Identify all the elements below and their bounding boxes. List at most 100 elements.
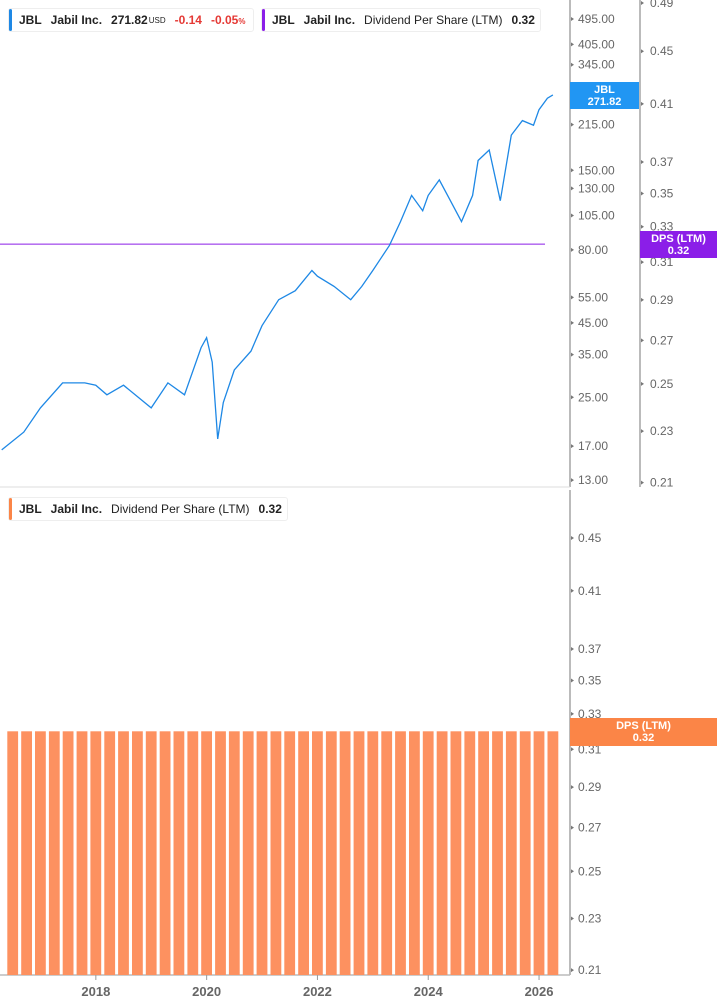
dps-bar xyxy=(215,731,226,975)
legend-name: Jabil Inc. xyxy=(303,13,356,27)
legend-pct-sign: % xyxy=(238,17,246,26)
price-tag-value: 271.82 xyxy=(587,95,622,108)
tick-mark xyxy=(571,17,574,21)
dps-tick-label: 0.45 xyxy=(650,44,674,58)
dps-tick-label: 0.23 xyxy=(650,424,674,438)
price-tick-label: 495.00 xyxy=(578,12,615,26)
legend-change: -0.14 xyxy=(174,13,202,27)
dps-tag-bottom: DPS (LTM) 0.32 xyxy=(570,718,717,746)
dps-bar xyxy=(90,731,102,975)
tick-mark xyxy=(571,42,574,47)
price-tick-label: 405.00 xyxy=(578,37,615,51)
dps-bar xyxy=(298,731,309,975)
bottom-tick-label: 0.29 xyxy=(578,780,602,794)
dps-tag-value: 0.32 xyxy=(667,244,690,257)
dps-tick-label: 0.37 xyxy=(650,155,674,169)
legend-metric: Dividend Per Share (LTM) xyxy=(111,502,250,516)
dps-bar xyxy=(145,731,157,975)
dps-bar xyxy=(159,731,171,975)
legend-change-pct-value: -0.05 xyxy=(210,13,239,27)
legend-name: Jabil Inc. xyxy=(50,13,103,27)
price-tick-label: 25.00 xyxy=(578,390,608,404)
x-tick-label: 2024 xyxy=(414,984,444,999)
price-tick-label: 35.00 xyxy=(578,348,608,362)
dps-tick-label: 0.49 xyxy=(650,0,674,10)
tick-mark xyxy=(641,297,644,302)
dps-tick-label: 0.29 xyxy=(650,293,674,307)
tick-mark xyxy=(571,320,574,325)
dps-bar xyxy=(464,731,476,975)
tick-mark xyxy=(571,247,574,252)
tick-mark xyxy=(571,295,574,300)
dps-tag-label: DPS (LTM) xyxy=(616,720,671,732)
price-tick-label: 13.00 xyxy=(578,473,608,487)
dps-bar xyxy=(478,731,489,975)
dps-bar xyxy=(436,731,448,975)
legend-color-bar xyxy=(9,498,12,520)
tick-mark xyxy=(641,338,644,343)
dps-tick-label: 0.25 xyxy=(650,377,674,391)
x-tick-label: 2022 xyxy=(303,984,332,999)
price-tick-label: 345.00 xyxy=(578,58,615,72)
dps-bar xyxy=(519,731,531,975)
price-tick-label: 45.00 xyxy=(578,316,608,330)
price-tick-label: 80.00 xyxy=(578,243,608,257)
bottom-tick-label: 0.45 xyxy=(578,531,602,545)
dps-tick-label: 0.35 xyxy=(650,186,674,200)
tick-mark xyxy=(571,678,574,683)
dps-bar xyxy=(118,731,129,975)
tick-mark xyxy=(571,869,574,874)
dps-bar xyxy=(325,731,337,975)
dps-bar xyxy=(201,731,212,975)
dps-bar xyxy=(450,731,462,975)
tick-mark xyxy=(571,968,574,973)
tick-mark xyxy=(571,916,574,921)
dps-bar xyxy=(312,731,323,975)
price-legend[interactable]: JBL Jabil Inc. 271.82 USD -0.14 -0.05% xyxy=(8,8,254,32)
tick-mark xyxy=(571,825,574,830)
price-tick-label: 17.00 xyxy=(578,439,608,453)
legend-ticker: JBL xyxy=(272,13,295,27)
tick-mark xyxy=(641,101,644,106)
dps-bar xyxy=(76,731,88,975)
tick-mark xyxy=(571,395,574,400)
price-tick-label: 55.00 xyxy=(578,290,608,304)
dps-bar xyxy=(256,731,268,975)
dps-tick-label: 0.27 xyxy=(650,333,674,347)
dps-bar xyxy=(7,731,19,975)
price-tick-label: 150.00 xyxy=(578,163,615,177)
x-tick-label: 2018 xyxy=(81,984,110,999)
bottom-tick-label: 0.23 xyxy=(578,912,602,926)
dps-bar xyxy=(187,731,199,975)
tick-mark xyxy=(641,224,644,229)
dps-tick-label: 0.33 xyxy=(650,220,674,234)
legend-metric: Dividend Per Share (LTM) xyxy=(364,13,503,27)
price-tick-label: 215.00 xyxy=(578,118,615,132)
tick-mark xyxy=(641,159,644,164)
legend-color-bar xyxy=(9,9,12,31)
legend-color-bar xyxy=(262,9,265,31)
tick-mark xyxy=(571,646,574,651)
dps-bar xyxy=(173,731,185,975)
dps-tick-label: 0.31 xyxy=(650,255,674,269)
x-tick-label: 2026 xyxy=(525,984,554,999)
dps-bar xyxy=(381,731,393,975)
tick-mark xyxy=(571,711,574,716)
legend-price: 271.82 xyxy=(111,13,148,27)
dps-bar xyxy=(492,731,503,975)
dps-bar xyxy=(395,731,406,975)
dps-tag-label: DPS (LTM) xyxy=(651,232,706,245)
dps-bar xyxy=(242,731,254,975)
dps-bar xyxy=(547,731,559,975)
dps-bar xyxy=(104,731,116,975)
legend-value: 0.32 xyxy=(258,502,282,516)
dps-legend-top[interactable]: JBL Jabil Inc. Dividend Per Share (LTM) … xyxy=(261,8,541,32)
tick-mark xyxy=(571,747,574,752)
tick-mark xyxy=(571,62,574,67)
price-tag: JBL 271.82 xyxy=(570,82,639,109)
dps-legend-bottom[interactable]: JBL Jabil Inc. Dividend Per Share (LTM) … xyxy=(8,497,288,521)
bottom-tick-label: 0.35 xyxy=(578,673,602,687)
dps-bar xyxy=(48,731,60,975)
dps-bar xyxy=(284,731,296,975)
tick-mark xyxy=(571,213,574,218)
